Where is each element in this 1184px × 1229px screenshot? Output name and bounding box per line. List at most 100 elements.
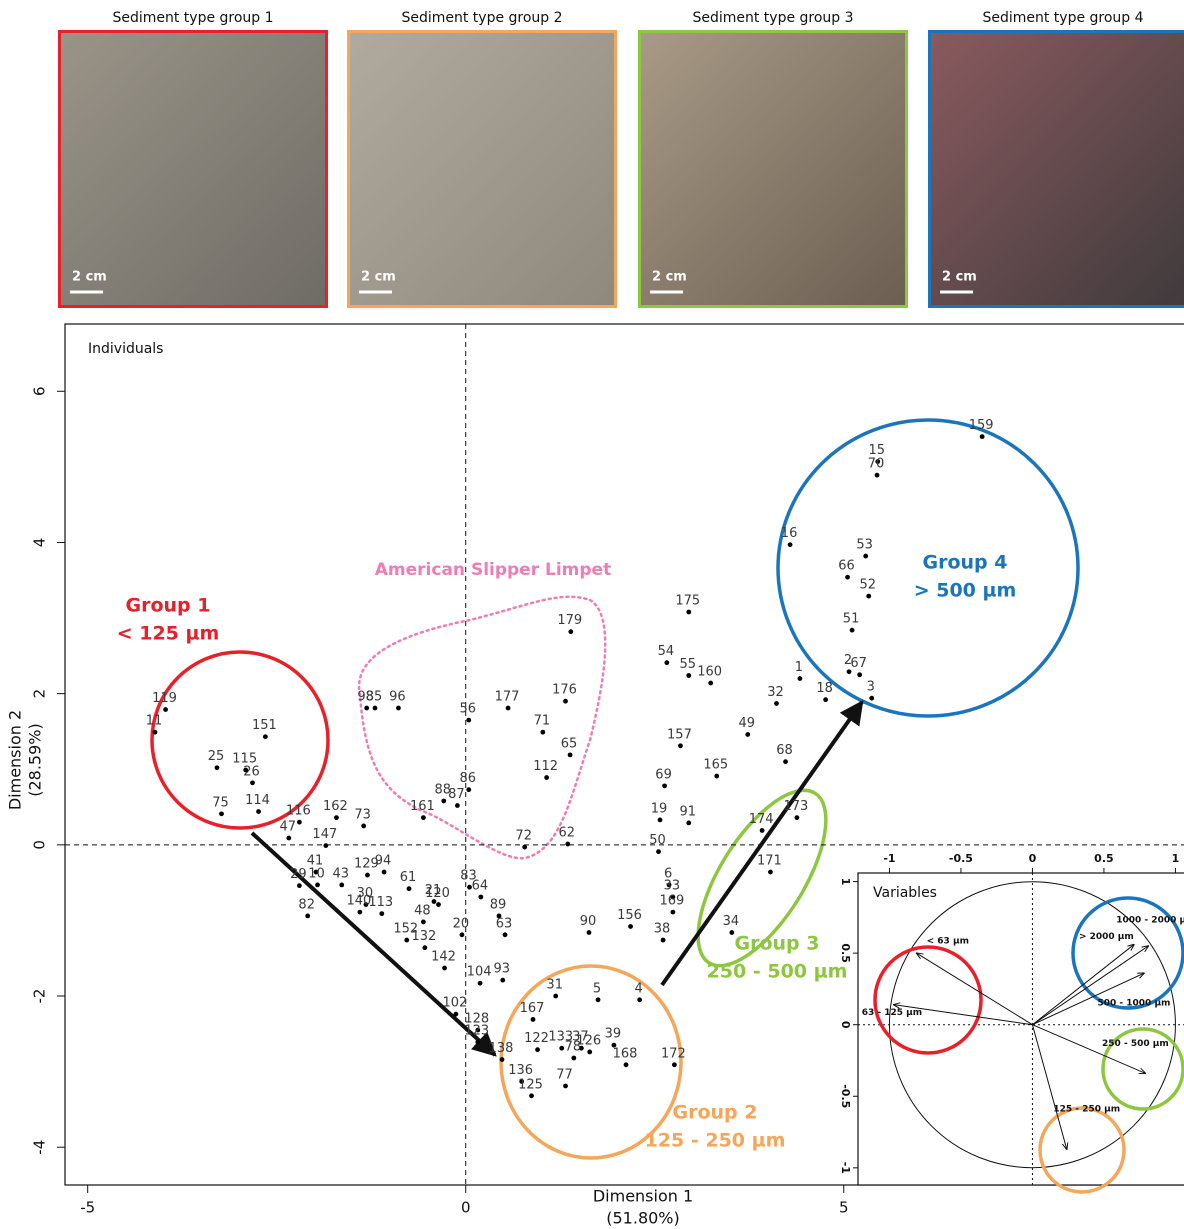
point-label: 98 [357, 690, 374, 705]
point-label: 136 [508, 1063, 533, 1078]
point-label: 175 [675, 594, 700, 609]
group1-circle [150, 650, 330, 830]
individuals-plot: 1591570165366525126731183217554551604968… [6, 323, 1184, 1228]
point [628, 924, 633, 929]
point-label: 140 [346, 894, 371, 909]
point [459, 932, 465, 938]
point [849, 627, 855, 633]
point-label: 77 [556, 1067, 573, 1082]
point-label: 161 [410, 799, 435, 814]
variables-plot: -1 -0.5 0 0.5 1 -1 -0.5 0 0.5 1 Variables < 63 µm 63… [839, 852, 1184, 1194]
point [544, 775, 550, 780]
point-label: 96 [389, 690, 406, 705]
y-tick-label: 2 [31, 689, 49, 699]
point-label: 55 [679, 657, 696, 672]
point [662, 783, 667, 789]
point-label: 61 [400, 870, 417, 885]
point [979, 434, 985, 440]
point-label: 89 [490, 897, 507, 912]
plot-layout [150, 418, 1080, 1160]
point [436, 902, 441, 907]
point-label: 128 [464, 1012, 489, 1027]
point-label: 69 [655, 767, 672, 782]
point [381, 869, 387, 875]
point-label: 165 [703, 758, 728, 773]
point [797, 676, 803, 681]
point [334, 815, 339, 821]
point [286, 835, 292, 841]
group-circle [873, 945, 983, 1055]
point-label: 114 [245, 793, 270, 808]
point [559, 1045, 565, 1051]
point-label: 5 [593, 981, 601, 996]
point-label: 67 [850, 656, 867, 671]
point-label: 26 [243, 764, 260, 779]
point [823, 697, 829, 703]
point [768, 869, 773, 875]
point-label: 88 [435, 782, 452, 797]
point-label: 91 [679, 804, 696, 819]
point-label: 86 [459, 771, 476, 786]
point-label: 167 [520, 1001, 545, 1016]
point-label: 133 [548, 1030, 573, 1045]
point-label: 87 [448, 787, 465, 802]
point [500, 977, 506, 983]
point-label: 34 [723, 914, 740, 929]
point-label: 168 [613, 1046, 638, 1061]
point [475, 1039, 481, 1045]
group3-circle [696, 788, 828, 968]
y-tick-label: -1 [839, 1162, 852, 1174]
point-label: 104 [467, 965, 492, 980]
point-label: 71 [534, 714, 551, 729]
point [563, 698, 568, 704]
annotation: Group 1 [126, 595, 211, 617]
point-label: 29 [290, 867, 307, 882]
point-label: 151 [252, 718, 277, 733]
x-tick-label: -0.5 [949, 852, 973, 865]
x-tick-label: 5 [839, 1199, 849, 1217]
scale-label: 2 cm [652, 270, 687, 285]
point [243, 767, 249, 773]
x-tick-label: 0.5 [1094, 852, 1114, 865]
point [505, 705, 511, 711]
variable-arrow [1031, 1024, 1066, 1150]
inset-frame [857, 872, 1184, 1186]
point [477, 980, 483, 986]
point [637, 997, 643, 1003]
point [363, 902, 369, 907]
point [623, 1062, 629, 1068]
point-label: 3 [867, 680, 875, 695]
point [475, 1027, 481, 1033]
point-label: 48 [414, 903, 431, 918]
point [857, 672, 863, 678]
point [357, 909, 363, 915]
point-label: 54 [658, 644, 675, 659]
point [406, 886, 412, 892]
point [296, 819, 302, 825]
annotation: American Slipper Limpet [375, 560, 611, 580]
annotation-sub: 125 - 250 µm [645, 1130, 786, 1152]
variable-label: 125 - 250 µm [1053, 1105, 1120, 1115]
x-tick-label: -5 [80, 1199, 95, 1217]
point-label: 142 [431, 950, 456, 965]
point-label: 31 [546, 978, 563, 993]
point [296, 883, 302, 889]
y-tick-label: -2 [31, 989, 49, 1004]
y-tick-label: 6 [31, 387, 49, 397]
point-label: 162 [323, 799, 348, 814]
point [529, 1093, 534, 1099]
point [250, 780, 255, 786]
point [502, 932, 508, 938]
variable-label: > 2000 µm [1079, 932, 1134, 942]
x-tick-label: 1 [1172, 852, 1180, 865]
point-label: 120 [425, 886, 450, 901]
point-label: 115 [232, 751, 257, 766]
point-label: 38 [654, 922, 671, 937]
point-label: 43 [332, 866, 349, 881]
point [579, 1045, 584, 1051]
panel-title: Sediment type group 3 [692, 10, 853, 26]
point-label: 19 [651, 801, 668, 816]
panel-title: Sediment type group 2 [401, 10, 562, 26]
